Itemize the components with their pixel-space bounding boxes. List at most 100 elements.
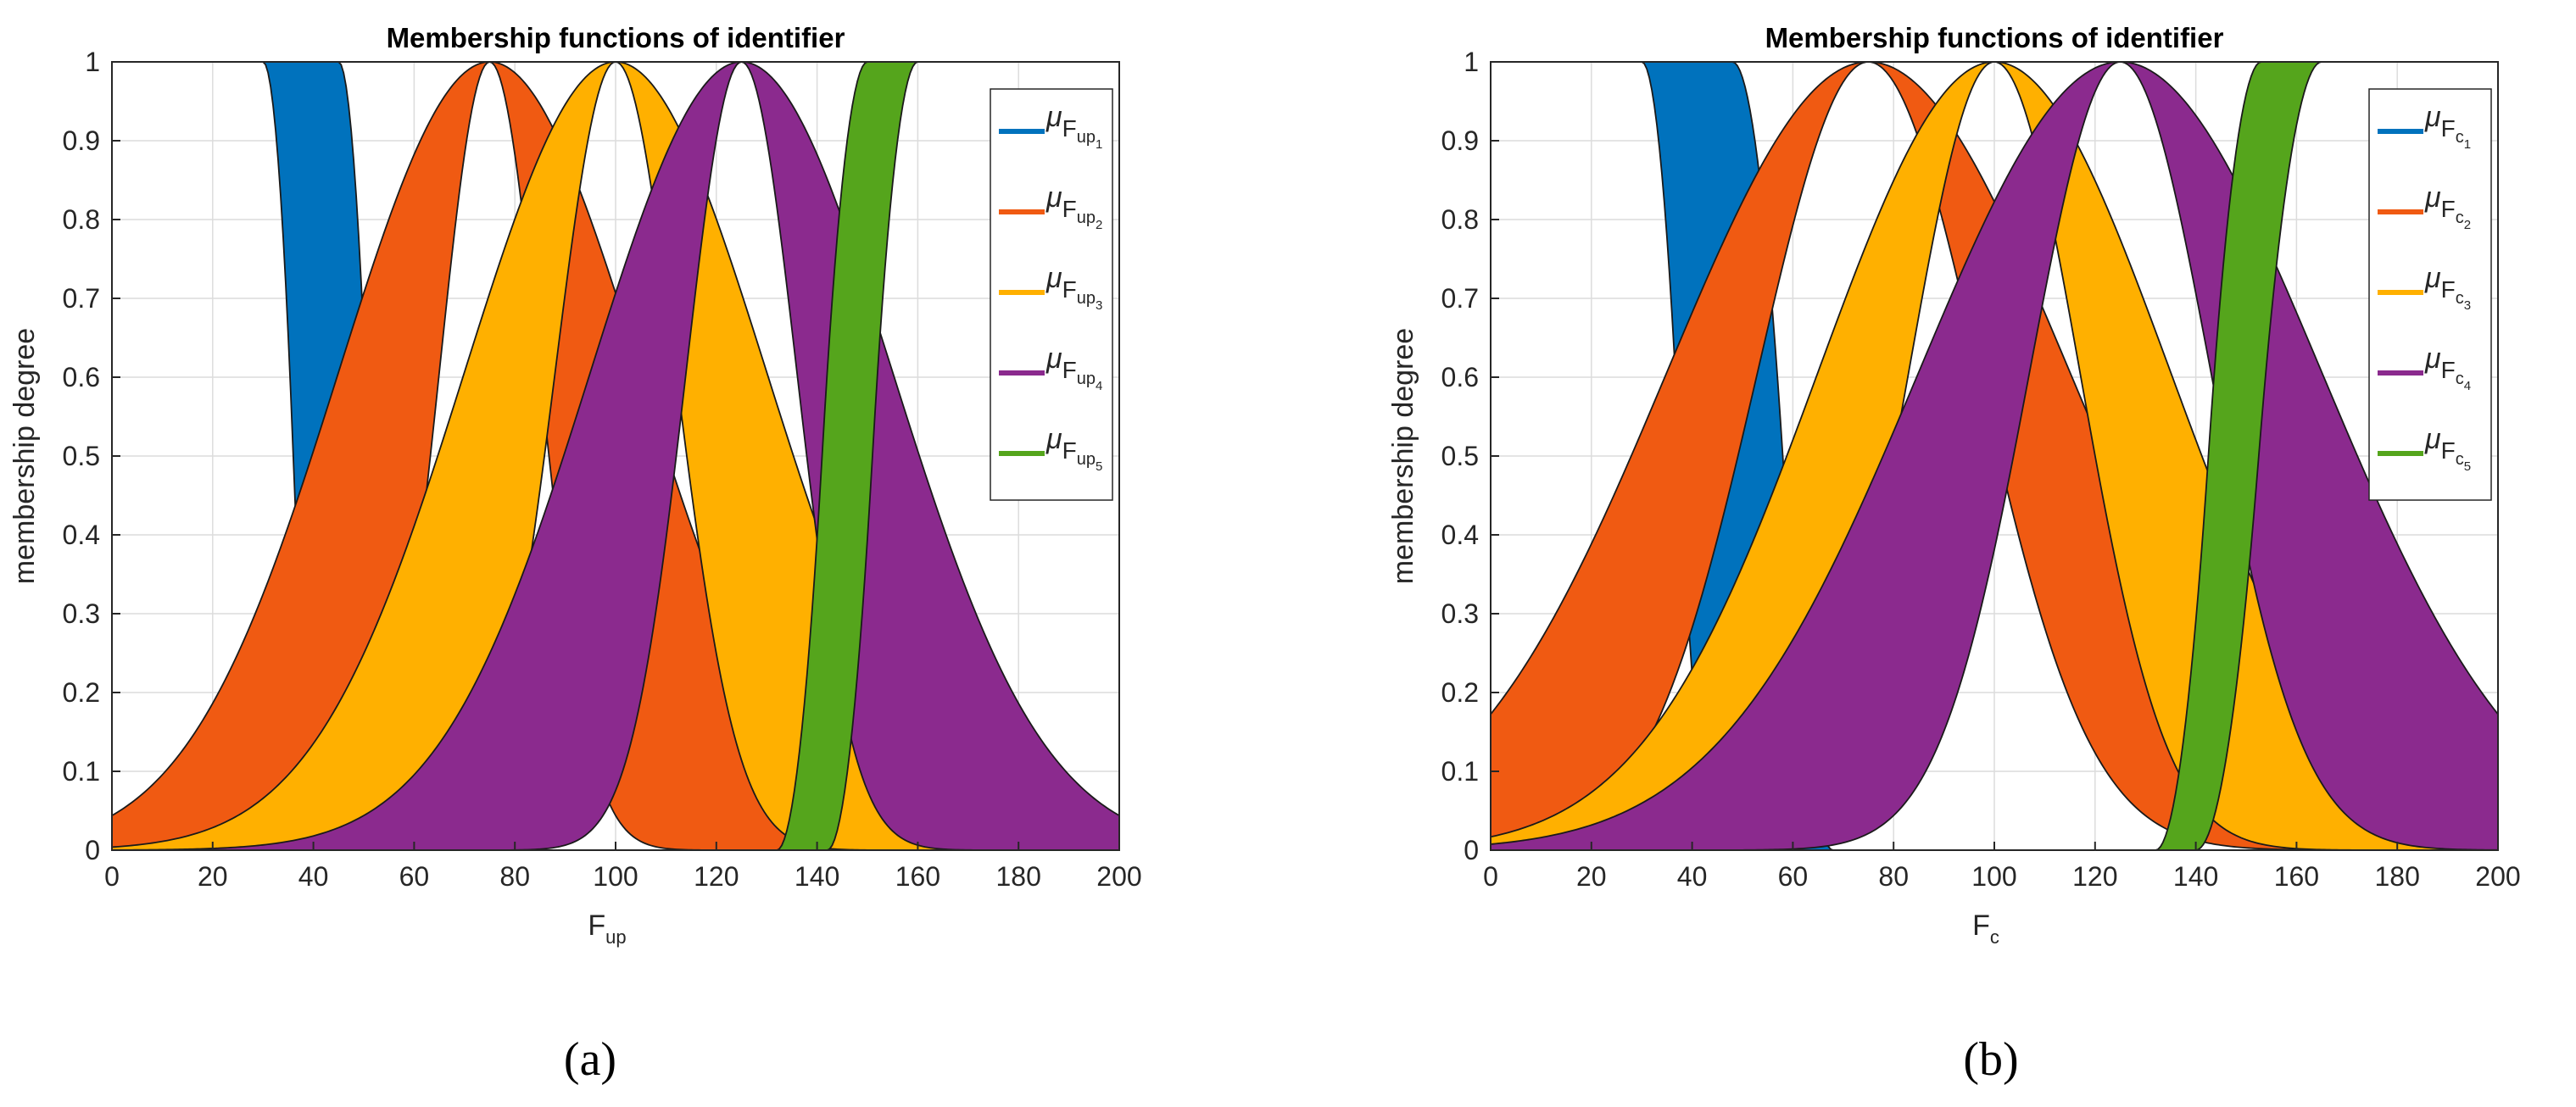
x-tick-label: 80 xyxy=(499,861,530,892)
y-tick-label: 0.7 xyxy=(1441,283,1479,314)
x-tick-label: 120 xyxy=(2072,861,2117,892)
y-tick-label: 1 xyxy=(85,47,100,77)
legend-base: F xyxy=(1062,357,1077,383)
legend-mu: μ xyxy=(1045,262,1062,294)
legend-item: μFc5 xyxy=(2378,423,2471,474)
chart-b: 0 20 40 60 80 100 120 140 160 180 200 0 0.1 0.2 0.3 0.4… xyxy=(1387,22,2521,1086)
legend-sub: up xyxy=(1077,128,1096,147)
x-tick-label: 100 xyxy=(593,861,638,892)
legend-subsub: 4 xyxy=(1096,379,1102,393)
legend-mu: μ xyxy=(1045,181,1062,214)
legend-label: μFup2 xyxy=(1045,181,1102,232)
x-axis-label-base: F xyxy=(588,910,605,942)
y-tick-label: 0.8 xyxy=(1441,204,1479,235)
x-tick-label: 80 xyxy=(1878,861,1909,892)
legend-label: μFc1 xyxy=(2424,101,2471,152)
legend-sub: c xyxy=(2456,370,2464,388)
x-tick-label: 100 xyxy=(1971,861,2016,892)
band-purple xyxy=(112,62,1119,850)
y-tick-label: 0.1 xyxy=(63,756,100,787)
panel-label: (b) xyxy=(1963,1033,2018,1086)
panel-label: (a) xyxy=(564,1033,616,1086)
bands xyxy=(1490,61,2499,851)
y-tick-label: 0.6 xyxy=(1441,362,1479,392)
legend-sub: c xyxy=(2456,128,2464,147)
x-axis-label: Fc xyxy=(1972,910,1999,948)
legend-base: F xyxy=(1062,196,1077,222)
x-axis-label-sub: c xyxy=(1990,926,1999,948)
legend-label: μFc4 xyxy=(2424,342,2471,393)
legend-subsub: 2 xyxy=(1096,218,1102,232)
legend-item: μFc3 xyxy=(2378,262,2471,313)
x-tick-label: 140 xyxy=(795,861,839,892)
legend-mu: μ xyxy=(1045,423,1062,455)
legend-sub: c xyxy=(2456,289,2464,308)
x-tick-label: 20 xyxy=(1576,861,1607,892)
legend-mu: μ xyxy=(2424,342,2441,375)
y-tick-label: 0.2 xyxy=(63,677,100,708)
legend-item: μFup1 xyxy=(999,101,1102,152)
legend-label: μFup1 xyxy=(1045,101,1102,152)
band-upper-edge-purple xyxy=(111,61,1120,851)
legend-item: μFup5 xyxy=(999,423,1102,474)
legend-base: F xyxy=(2441,115,2456,142)
legend-subsub: 5 xyxy=(1096,459,1102,474)
x-axis-label: Fup xyxy=(588,910,626,948)
legend-mu: μ xyxy=(1045,342,1062,375)
x-axis-label-base: F xyxy=(1972,910,1990,942)
x-tick-label: 60 xyxy=(1778,861,1809,892)
y-tick-label: 0.3 xyxy=(1441,598,1479,629)
legend-item: μFc2 xyxy=(2378,181,2471,232)
legend-sub: c xyxy=(2456,450,2464,469)
legend-box xyxy=(2368,88,2492,501)
legend-base: F xyxy=(1062,115,1077,142)
y-tick-label: 0.9 xyxy=(63,125,100,156)
band-orange xyxy=(1491,62,2498,850)
x-tick-label: 40 xyxy=(298,861,329,892)
x-tick-label: 180 xyxy=(996,861,1041,892)
y-axis-label: membership degree xyxy=(8,328,41,584)
x-tick-label: 160 xyxy=(2274,861,2319,892)
x-tick-label: 140 xyxy=(2173,861,2218,892)
legend-mu: μ xyxy=(1045,101,1062,133)
legend-subsub: 3 xyxy=(2464,298,2471,313)
legend-label: μFc2 xyxy=(2424,181,2471,232)
band-green xyxy=(112,62,1119,850)
legend-mu: μ xyxy=(2424,423,2441,455)
y-axis-label: membership degree xyxy=(1387,328,1419,584)
legend-item: μFup4 xyxy=(999,342,1102,393)
x-tick-label: 120 xyxy=(694,861,739,892)
y-tick-label: 0.9 xyxy=(1441,125,1479,156)
x-tick-label: 0 xyxy=(1483,861,1498,892)
legend-mu: μ xyxy=(2424,101,2441,133)
legend-base: F xyxy=(1062,437,1077,464)
legend-item: μFc1 xyxy=(2378,101,2471,152)
x-tick-label: 200 xyxy=(2475,861,2520,892)
legend-label: μFc5 xyxy=(2424,423,2471,474)
y-tick-label: 0 xyxy=(1464,835,1479,865)
legend-subsub: 4 xyxy=(2464,379,2471,393)
legend-item: μFc4 xyxy=(2378,342,2471,393)
y-tick-label: 0 xyxy=(85,835,100,865)
x-tick-label: 60 xyxy=(399,861,430,892)
y-tick-label: 0.1 xyxy=(1441,756,1479,787)
legend-subsub: 2 xyxy=(2464,218,2471,232)
y-tick-label: 0.7 xyxy=(63,283,100,314)
x-tick-label: 200 xyxy=(1096,861,1141,892)
legend-label: μFup3 xyxy=(1045,262,1102,313)
legend-base: F xyxy=(2441,196,2456,222)
y-tick-label: 0.6 xyxy=(63,362,100,392)
y-tick-label: 0.2 xyxy=(1441,677,1479,708)
y-tick-label: 0.3 xyxy=(63,598,100,629)
chart-a: 0 20 40 60 80 100 120 140 160 180 200 0 0.1 0.2 0.3 0.4… xyxy=(8,22,1142,1086)
legend-subsub: 1 xyxy=(1096,137,1102,152)
chart-title: Membership functions of identifier xyxy=(1765,22,2224,53)
legend-sub: up xyxy=(1077,450,1096,469)
y-tick-label: 0.4 xyxy=(63,520,100,550)
chart-title: Membership functions of identifier xyxy=(387,22,845,53)
legend-sub: up xyxy=(1077,289,1096,308)
